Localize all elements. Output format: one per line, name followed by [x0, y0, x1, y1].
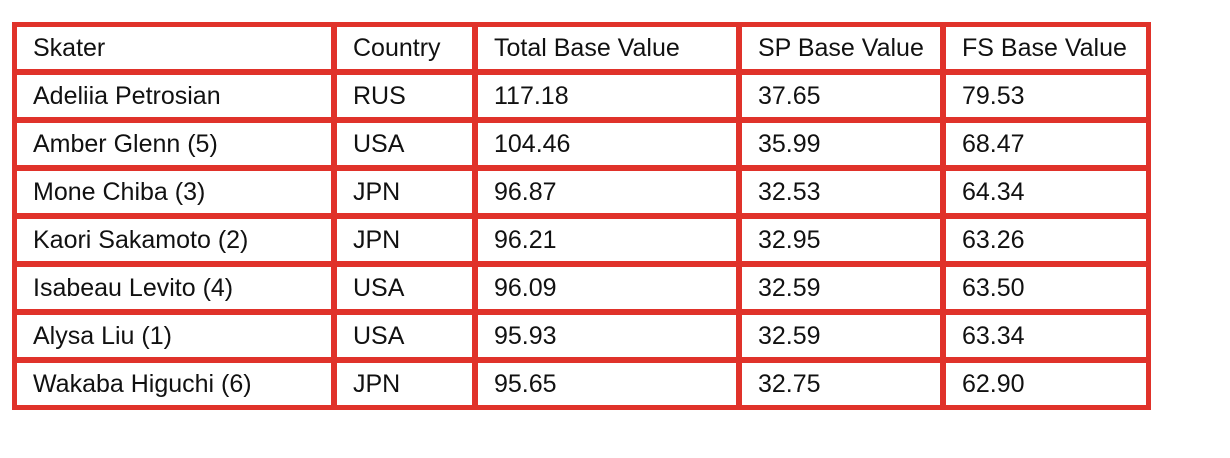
table-cell: USA [334, 120, 475, 168]
table-cell: 95.65 [475, 360, 739, 408]
table-row: Wakaba Higuchi (6) JPN 95.65 32.75 62.90 [14, 360, 1149, 408]
table-cell: 96.09 [475, 264, 739, 312]
table-cell: Isabeau Levito (4) [14, 264, 334, 312]
table-cell: 63.26 [943, 216, 1149, 264]
table-cell: 32.53 [739, 168, 943, 216]
header-row: Skater Country Total Base Value SP Base Val… [14, 24, 1149, 72]
table-cell: Adeliia Petrosian [14, 72, 334, 120]
table-cell: JPN [334, 168, 475, 216]
table-cell: USA [334, 312, 475, 360]
table-cell: 32.59 [739, 264, 943, 312]
table-cell: 79.53 [943, 72, 1149, 120]
table-cell: USA [334, 264, 475, 312]
table-cell: Amber Glenn (5) [14, 120, 334, 168]
table-header: Skater Country Total Base Value SP Base Val… [14, 24, 1149, 72]
table-row: Isabeau Levito (4) USA 96.09 32.59 63.50 [14, 264, 1149, 312]
table-cell: 62.90 [943, 360, 1149, 408]
table-cell: Kaori Sakamoto (2) [14, 216, 334, 264]
table-cell: JPN [334, 360, 475, 408]
table-row: Mone Chiba (3) JPN 96.87 32.53 64.34 [14, 168, 1149, 216]
table-cell: Alysa Liu (1) [14, 312, 334, 360]
table-cell: 96.21 [475, 216, 739, 264]
table-cell: 117.18 [475, 72, 739, 120]
table-cell: 37.65 [739, 72, 943, 120]
table-body: Adeliia Petrosian RUS 117.18 37.65 79.53 Ambe… [14, 72, 1149, 408]
table-cell: Wakaba Higuchi (6) [14, 360, 334, 408]
table-cell: 95.93 [475, 312, 739, 360]
table-cell: JPN [334, 216, 475, 264]
table-row: Adeliia Petrosian RUS 117.18 37.65 79.53 [14, 72, 1149, 120]
table-cell: 35.99 [739, 120, 943, 168]
table-cell: 63.50 [943, 264, 1149, 312]
header-cell: Total Base Value [475, 24, 739, 72]
header-cell: SP Base Value [739, 24, 943, 72]
table-cell: Mone Chiba (3) [14, 168, 334, 216]
table-cell: 104.46 [475, 120, 739, 168]
table-cell: 63.34 [943, 312, 1149, 360]
table-cell: RUS [334, 72, 475, 120]
table-cell: 32.59 [739, 312, 943, 360]
base-value-table: Skater Country Total Base Value SP Base Val… [12, 22, 1151, 410]
table-cell: 68.47 [943, 120, 1149, 168]
header-cell: Skater [14, 24, 334, 72]
table-row: Alysa Liu (1) USA 95.93 32.59 63.34 [14, 312, 1149, 360]
header-cell: Country [334, 24, 475, 72]
table-row: Amber Glenn (5) USA 104.46 35.99 68.47 [14, 120, 1149, 168]
table-cell: 32.75 [739, 360, 943, 408]
header-cell: FS Base Value [943, 24, 1149, 72]
table-cell: 32.95 [739, 216, 943, 264]
table-row: Kaori Sakamoto (2) JPN 96.21 32.95 63.26 [14, 216, 1149, 264]
table-cell: 96.87 [475, 168, 739, 216]
table-cell: 64.34 [943, 168, 1149, 216]
